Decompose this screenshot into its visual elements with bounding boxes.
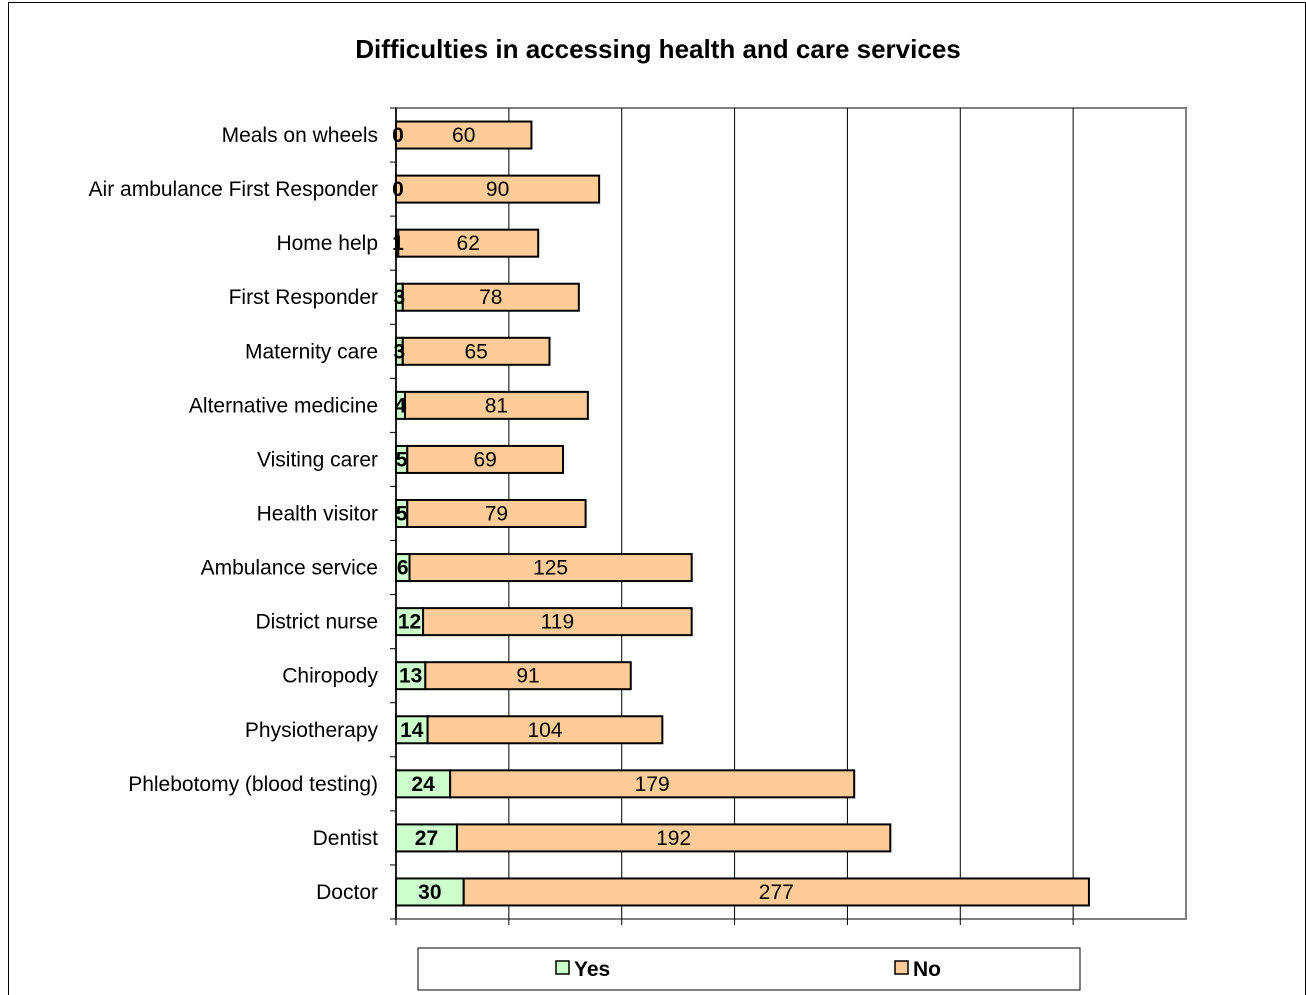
data-label-yes: 30 <box>418 881 441 904</box>
category-label: Physiotherapy <box>245 719 379 742</box>
chart-title: Difficulties in accessing health and car… <box>355 34 961 64</box>
data-label-no: 60 <box>452 124 475 147</box>
category-label: Meals on wheels <box>222 124 378 147</box>
category-label: Maternity care <box>245 340 378 363</box>
category-label: Dentist <box>313 827 379 850</box>
data-label-yes: 12 <box>398 611 421 634</box>
data-label-yes: 14 <box>400 719 424 742</box>
category-label: Health visitor <box>257 503 378 526</box>
data-label-yes: 6 <box>397 557 409 580</box>
data-label-no: 104 <box>527 719 562 742</box>
legend-item-yes-label: Yes <box>574 958 610 981</box>
legend-item-no-label: No <box>913 958 941 981</box>
data-label-no: 78 <box>479 286 502 309</box>
data-label-yes: 0 <box>392 124 404 147</box>
data-label-yes: 4 <box>395 394 407 417</box>
category-label: Home help <box>276 232 378 255</box>
data-label-yes: 5 <box>396 503 408 526</box>
category-label: Ambulance service <box>201 557 378 580</box>
category-label: Visiting carer <box>257 448 378 471</box>
category-label: District nurse <box>255 611 378 634</box>
legend-item-no-swatch <box>895 961 908 974</box>
category-label: Alternative medicine <box>189 394 378 417</box>
data-label-yes: 3 <box>394 340 406 363</box>
legend-box <box>418 948 1080 990</box>
data-label-no: 90 <box>486 178 509 201</box>
category-label: Chiropody <box>282 665 378 688</box>
category-label: Phlebotomy (blood testing) <box>128 773 378 796</box>
data-label-yes: 13 <box>399 665 422 688</box>
category-label: First Responder <box>229 286 378 309</box>
category-label: Doctor <box>316 881 378 904</box>
data-label-no: 277 <box>759 881 794 904</box>
data-label-no: 62 <box>457 232 480 255</box>
data-label-yes: 27 <box>415 827 438 850</box>
category-label: Air ambulance First Responder <box>89 178 378 201</box>
data-label-no: 65 <box>464 340 487 363</box>
data-label-yes: 5 <box>396 448 408 471</box>
data-label-yes: 3 <box>394 286 406 309</box>
data-label-no: 69 <box>473 448 496 471</box>
data-label-no: 81 <box>485 394 508 417</box>
data-label-yes: 1 <box>392 232 404 255</box>
legend: Yes No <box>418 948 1080 990</box>
data-label-no: 79 <box>485 503 508 526</box>
data-label-no: 179 <box>635 773 670 796</box>
data-label-yes: 24 <box>411 773 435 796</box>
data-label-no: 91 <box>516 665 539 688</box>
data-label-yes: 0 <box>392 178 404 201</box>
data-label-no: 125 <box>533 557 568 580</box>
data-label-no: 192 <box>656 827 691 850</box>
data-label-no: 119 <box>541 611 574 634</box>
legend-item-yes-swatch <box>556 961 569 974</box>
